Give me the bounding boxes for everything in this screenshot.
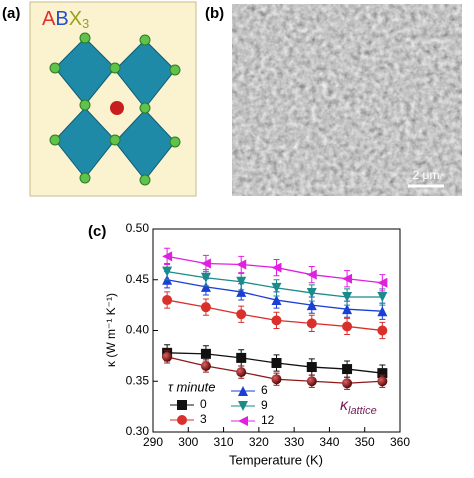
x-atoms	[49, 32, 181, 186]
marker	[377, 368, 388, 379]
y-tick-label: 0.35	[126, 373, 150, 387]
a-atom	[110, 101, 124, 115]
legend-label: 3	[200, 412, 207, 426]
x-tick-label: 330	[284, 435, 304, 449]
y-tick-label: 0.40	[126, 323, 150, 337]
legend-marker	[238, 416, 248, 426]
marker	[377, 292, 388, 303]
marker	[236, 259, 247, 270]
legend-marker	[177, 400, 187, 410]
marker	[342, 364, 353, 375]
marker	[162, 251, 173, 262]
panel-label: (b)	[205, 5, 224, 22]
legend-marker	[238, 401, 248, 411]
marker	[306, 269, 317, 280]
panel-label: (a)	[2, 5, 20, 22]
marker	[236, 276, 247, 287]
structure-background	[29, 1, 197, 197]
structure-label: ABX3	[42, 8, 89, 31]
marker	[236, 367, 247, 378]
legend-label: 6	[261, 383, 268, 397]
legend-marker	[238, 386, 248, 396]
marker	[200, 281, 211, 292]
marker	[162, 266, 173, 277]
marker	[271, 262, 282, 273]
annotation: κlattice	[340, 397, 377, 417]
marker	[306, 376, 317, 387]
marker	[271, 374, 282, 385]
marker	[200, 258, 211, 269]
marker	[200, 348, 211, 359]
marker	[306, 287, 317, 298]
marker	[377, 325, 388, 336]
marker	[200, 272, 211, 283]
marker	[162, 351, 173, 362]
x-tick-label: 320	[249, 435, 269, 449]
marker	[377, 277, 388, 288]
x-tick-label: 350	[355, 435, 375, 449]
marker	[342, 378, 353, 389]
marker	[306, 362, 317, 373]
marker	[377, 306, 388, 317]
marker	[271, 315, 282, 326]
marker	[162, 295, 173, 306]
marker	[342, 273, 353, 284]
marker	[377, 376, 388, 387]
marker	[306, 318, 317, 329]
legend-label: 0	[200, 397, 207, 411]
legend-title: τ minute	[168, 379, 216, 394]
panel-label: (c)	[88, 223, 106, 240]
marker	[236, 286, 247, 297]
legend-marker	[177, 415, 187, 425]
x-tick-label: 360	[390, 435, 410, 449]
y-axis-label: κ (W m⁻¹ K⁻¹)	[104, 293, 118, 367]
y-tick-label: 0.45	[126, 272, 150, 286]
sem-image	[232, 4, 462, 196]
marker	[236, 352, 247, 363]
marker	[200, 361, 211, 372]
x-axis-label: Temperature (K)	[229, 452, 323, 467]
x-tick-label: 300	[178, 435, 198, 449]
scale-label: 2 μm	[413, 168, 440, 182]
legend-label: 12	[261, 413, 275, 427]
marker	[342, 304, 353, 315]
x-tick-label: 310	[214, 435, 234, 449]
marker	[342, 292, 353, 303]
x-tick-label: 340	[319, 435, 339, 449]
marker	[271, 357, 282, 368]
marker	[271, 282, 282, 293]
x-tick-label: 290	[143, 435, 163, 449]
marker	[306, 300, 317, 311]
y-tick-label: 0.30	[126, 424, 150, 438]
octahedra	[54, 37, 176, 181]
marker	[236, 309, 247, 320]
marker	[342, 321, 353, 332]
legend-label: 9	[261, 398, 268, 412]
marker	[200, 302, 211, 313]
marker	[271, 295, 282, 306]
y-tick-label: 0.50	[126, 221, 150, 235]
